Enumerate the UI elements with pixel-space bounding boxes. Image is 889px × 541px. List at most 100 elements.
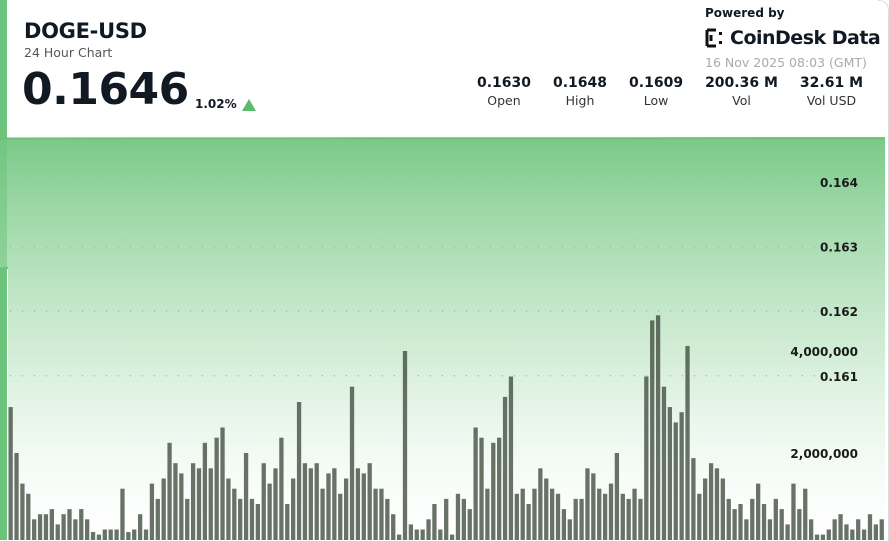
volume-bar — [161, 478, 166, 540]
volume-bar — [355, 468, 361, 540]
volume-bar — [226, 478, 231, 540]
price-tick-label: 0.164 — [820, 176, 858, 190]
volume-bar — [349, 386, 355, 540]
volume-bar — [597, 488, 602, 540]
volume-bar — [232, 488, 237, 540]
volume-bar — [332, 468, 337, 540]
volume-bar — [585, 468, 590, 540]
volume-bar — [850, 529, 855, 540]
volume-bar — [750, 498, 755, 540]
volume-bar — [732, 509, 737, 540]
volume-bar — [55, 524, 60, 540]
accent-stripe — [0, 0, 7, 540]
volume-bar — [567, 519, 572, 540]
stat-label: Vol — [732, 93, 751, 108]
volume-bar — [426, 519, 431, 540]
volume-bar — [756, 483, 761, 540]
volume-bar — [838, 514, 843, 540]
volume-bar — [467, 509, 472, 540]
volume-bar — [208, 468, 213, 540]
volume-bar — [544, 478, 549, 540]
timestamp: 16 Nov 2025 08:03 (GMT) — [705, 55, 867, 70]
volume-bar — [326, 473, 331, 540]
volume-bar — [137, 514, 143, 540]
powered-by-label: Powered by — [705, 6, 785, 20]
volume-bar — [167, 442, 172, 540]
stat-high: 0.1648 High — [553, 75, 607, 108]
volume-bar — [396, 534, 402, 540]
coindesk-logo-icon — [705, 28, 722, 48]
volume-bar — [314, 463, 319, 540]
volume-bar — [14, 453, 19, 540]
volume-bar — [691, 458, 696, 540]
current-price: 0.1646 — [22, 64, 189, 115]
volume-bar — [779, 509, 784, 540]
stat-value: 0.1648 — [553, 75, 608, 91]
stat-open: 0.1630 Open — [477, 75, 531, 108]
volume-bar — [561, 509, 567, 540]
volume-bar — [67, 509, 72, 540]
volume-bar — [32, 519, 37, 540]
volume-bar — [220, 427, 225, 540]
volume-bar — [867, 514, 873, 540]
volume-bar — [132, 529, 137, 540]
volume-bar — [614, 453, 620, 540]
volume-bar — [767, 519, 773, 540]
volume-bar — [279, 437, 284, 540]
volume-bar — [685, 345, 690, 540]
volume-bar — [373, 488, 378, 540]
volume-bar — [608, 483, 614, 540]
volume-bar — [196, 468, 202, 540]
volume-bar — [96, 534, 102, 540]
volume-bar — [473, 427, 478, 540]
volume-bar — [844, 524, 849, 540]
volume-bar — [720, 478, 725, 540]
volume-bar — [185, 498, 190, 540]
volume-bar — [190, 463, 196, 540]
volume-bar — [26, 493, 31, 540]
volume-bar — [43, 514, 49, 540]
volume-bar — [37, 514, 43, 540]
volume-bar — [602, 493, 608, 540]
volume-bar — [555, 493, 561, 540]
volume-bar — [414, 529, 419, 540]
volume-bar — [655, 315, 661, 540]
volume-bar — [861, 529, 867, 540]
chart-subtitle: 24 Hour Chart — [24, 45, 113, 60]
volume-bar — [591, 473, 596, 540]
volume-bar — [432, 504, 437, 540]
volume-bar — [714, 468, 720, 540]
volume-bar — [255, 504, 260, 540]
volume-bar — [420, 529, 425, 540]
volume-bar — [479, 437, 484, 540]
volume-bar — [697, 493, 702, 540]
volume-bar — [873, 524, 879, 540]
volume-bar — [520, 488, 525, 540]
volume-bar — [143, 529, 149, 540]
coindesk-logo[interactable]: CoinDesk Data — [704, 27, 881, 49]
volume-bar — [379, 488, 384, 540]
stat-value: 0.1609 — [629, 75, 684, 91]
volume-bar — [573, 498, 578, 540]
volume-bar — [491, 442, 496, 540]
volume-bar — [202, 442, 208, 540]
volume-bar — [296, 402, 302, 540]
stat-label: Low — [643, 93, 669, 108]
volume-bar — [73, 519, 78, 540]
volume-bar — [667, 407, 673, 540]
volume-bar — [267, 483, 272, 540]
volume-bar — [508, 376, 514, 540]
volume-bar — [638, 498, 643, 540]
volume-bar — [461, 498, 467, 540]
volume-tick-label: 4,000,000 — [790, 345, 858, 359]
volume-bar — [114, 529, 119, 540]
price-tick-label: 0.161 — [820, 370, 858, 384]
volume-bar — [626, 498, 631, 540]
volume-bar — [826, 529, 831, 540]
volume-bar — [726, 498, 731, 540]
price-area — [0, 138, 885, 540]
stat-vol-usd: 32.61 M Vol USD — [800, 75, 863, 108]
volume-bar — [90, 532, 96, 540]
brand-name: CoinDesk Data — [730, 27, 881, 49]
